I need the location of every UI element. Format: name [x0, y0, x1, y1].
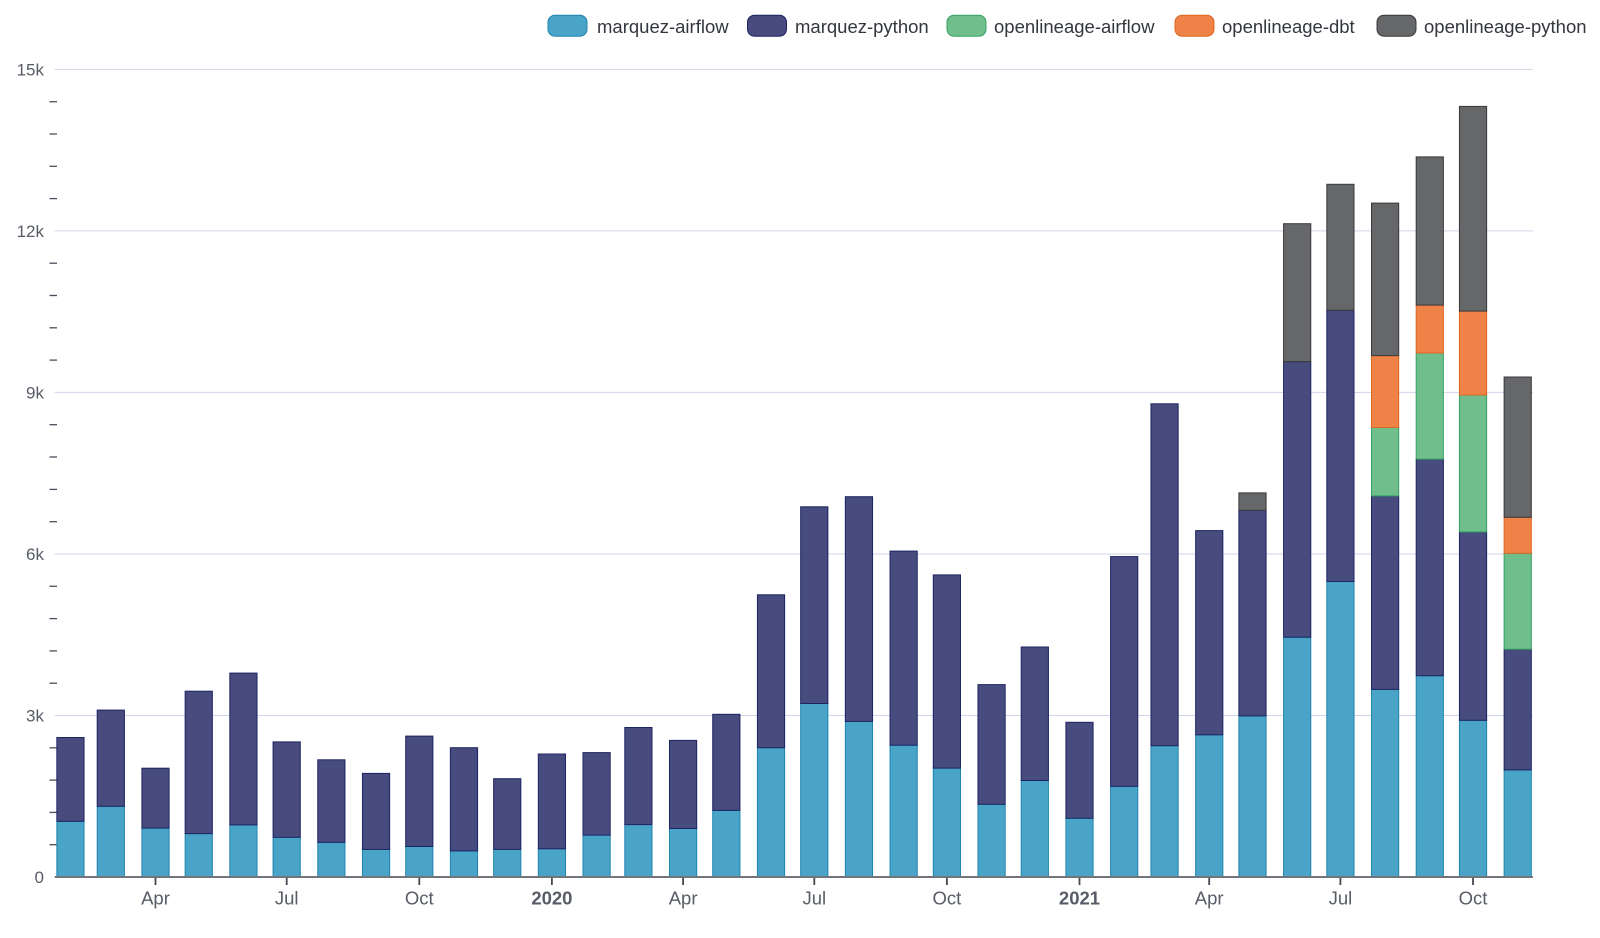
svg-text:Jul: Jul — [1329, 888, 1353, 909]
svg-text:openlineage-python: openlineage-python — [1424, 16, 1587, 37]
svg-text:marquez-airflow: marquez-airflow — [597, 16, 729, 37]
svg-text:openlineage-airflow: openlineage-airflow — [994, 16, 1155, 37]
svg-text:Oct: Oct — [1459, 888, 1488, 909]
svg-text:Oct: Oct — [933, 888, 962, 909]
svg-text:2021: 2021 — [1059, 888, 1100, 909]
svg-text:2020: 2020 — [531, 888, 572, 909]
svg-text:Jul: Jul — [802, 888, 826, 909]
svg-text:0: 0 — [35, 868, 44, 887]
svg-text:Jul: Jul — [275, 888, 299, 909]
svg-text:marquez-python: marquez-python — [795, 16, 929, 37]
svg-text:openlineage-dbt: openlineage-dbt — [1222, 16, 1355, 37]
svg-text:15k: 15k — [17, 60, 45, 79]
svg-text:Apr: Apr — [141, 888, 170, 909]
svg-text:12k: 12k — [17, 222, 45, 241]
svg-text:Apr: Apr — [669, 888, 698, 909]
svg-text:6k: 6k — [26, 545, 44, 564]
svg-text:Apr: Apr — [1195, 888, 1224, 909]
svg-text:Oct: Oct — [405, 888, 434, 909]
svg-text:3k: 3k — [26, 707, 44, 726]
svg-text:9k: 9k — [26, 383, 44, 402]
